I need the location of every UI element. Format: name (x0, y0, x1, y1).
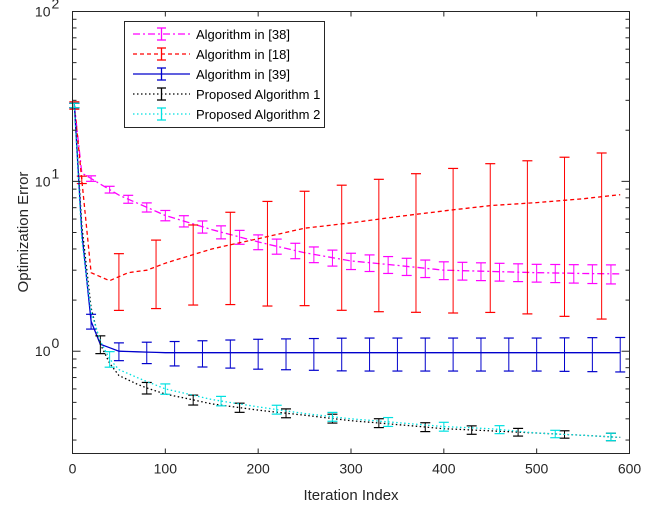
y-tick-label: 10 (35, 343, 51, 359)
series-2 (69, 101, 621, 320)
y-tick-exponent: 1 (52, 165, 60, 181)
series-line (73, 105, 621, 282)
error-bar (160, 383, 171, 395)
error-bar (522, 160, 533, 315)
legend-label: Proposed Algorithm 1 (196, 87, 320, 102)
y-tick-label: 10 (35, 4, 51, 20)
series-1 (69, 102, 621, 285)
legend-item: Proposed Algorithm 1 (133, 87, 320, 102)
error-bar (448, 337, 459, 372)
series-line (73, 105, 621, 354)
legend: Algorithm in [38] Algorithm in [18] Algori… (124, 21, 325, 128)
error-bar (410, 173, 421, 313)
legend-box (124, 21, 325, 128)
x-tick-label: 300 (339, 461, 363, 477)
error-bar (531, 263, 542, 283)
error-bar (113, 253, 124, 312)
y-tick-exponent: 2 (52, 0, 60, 12)
error-bar (364, 337, 375, 372)
error-bar (383, 416, 394, 428)
x-tick-label: 200 (246, 461, 270, 477)
error-bar (271, 238, 282, 255)
error-bar (373, 418, 384, 429)
error-bar (513, 427, 524, 437)
error-bar (216, 395, 227, 407)
x-tick-label: 100 (154, 461, 178, 477)
legend-label: Algorithm in [18] (196, 47, 290, 62)
error-bar (188, 394, 199, 406)
x-tick-label: 600 (618, 461, 642, 477)
error-bar (271, 404, 282, 415)
series-line (73, 105, 621, 439)
error-bar (281, 338, 292, 371)
error-bar (346, 252, 356, 271)
error-bar (587, 337, 598, 373)
series-line (73, 105, 621, 275)
x-tick-label: 400 (432, 461, 456, 477)
series-5 (69, 102, 621, 442)
legend-label: Proposed Algorithm 2 (196, 107, 320, 122)
error-bar (615, 336, 626, 373)
error-bar (104, 351, 115, 368)
legend-item: Proposed Algorithm 2 (133, 107, 320, 122)
error-bar (559, 337, 570, 372)
error-bar (151, 239, 162, 310)
error-bar (420, 259, 431, 279)
series-3 (69, 102, 626, 373)
error-bar (188, 224, 199, 306)
y-tick-label: 10 (35, 173, 51, 189)
error-bar (438, 421, 449, 432)
error-bar (169, 340, 180, 367)
error-bar (596, 152, 607, 320)
error-bar (420, 337, 431, 372)
error-bar (141, 381, 152, 395)
x-axis-label: Iteration Index (303, 487, 399, 504)
error-bar (503, 337, 514, 372)
legend-label: Algorithm in [38] (196, 27, 290, 42)
error-bar (197, 340, 208, 368)
legend-label: Algorithm in [39] (196, 67, 290, 82)
error-bar (420, 422, 431, 433)
error-bar (494, 425, 505, 435)
error-bar (448, 167, 459, 314)
error-bar (234, 402, 245, 413)
error-bar (559, 156, 570, 317)
error-bar (531, 337, 542, 372)
error-bar (475, 337, 486, 372)
x-tick-label: 0 (69, 461, 77, 477)
error-bar (225, 339, 236, 369)
error-bar (225, 211, 236, 306)
error-bar (605, 264, 616, 285)
error-bar (234, 229, 245, 245)
error-bar (392, 337, 403, 372)
error-bar (494, 262, 505, 282)
legend-item: Algorithm in [38] (133, 27, 290, 42)
y-axis-label: Optimization Error (15, 172, 32, 293)
y-tick-exponent: 0 (52, 335, 60, 351)
error-bar (299, 190, 310, 307)
error-bar (262, 200, 273, 307)
x-tick-label: 500 (525, 461, 549, 477)
plot-area (69, 101, 626, 442)
legend-item: Algorithm in [39] (133, 67, 290, 82)
error-bar (141, 341, 152, 365)
error-bar (485, 163, 496, 314)
error-bar (605, 432, 616, 442)
error-bar (336, 337, 347, 372)
error-bar (373, 178, 384, 313)
error-bar (336, 184, 347, 311)
error-bar (308, 337, 319, 371)
legend-item: Algorithm in [18] (133, 47, 290, 62)
error-bar (253, 338, 264, 370)
error-bar (550, 429, 561, 439)
